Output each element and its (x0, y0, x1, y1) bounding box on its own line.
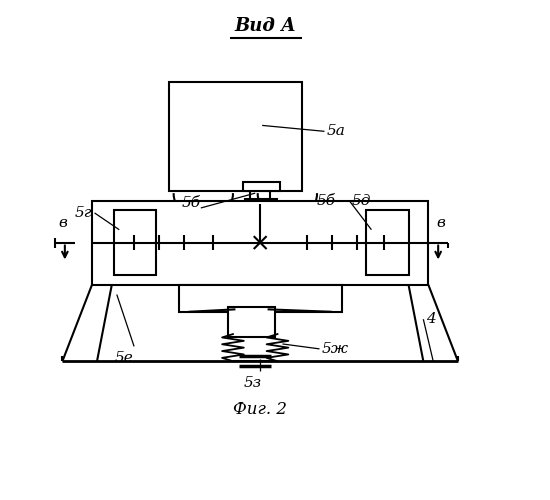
Bar (228, 307, 275, 336)
Bar (169, 82, 302, 190)
Bar (245, 199, 277, 204)
Text: 5з: 5з (244, 376, 262, 390)
Text: 5е: 5е (115, 352, 134, 366)
Bar (179, 284, 342, 312)
Text: 5д: 5д (351, 194, 371, 207)
Text: в: в (58, 216, 67, 230)
Text: 5б: 5б (317, 194, 336, 207)
Text: 5б: 5б (182, 196, 200, 210)
Bar (92, 200, 428, 284)
Bar (114, 210, 156, 274)
Bar (243, 182, 280, 190)
Bar (230, 310, 273, 334)
Text: Вид А: Вид А (234, 17, 296, 35)
Text: 5ж: 5ж (322, 342, 349, 356)
Text: Фиг. 2: Фиг. 2 (233, 401, 287, 418)
Text: 5г: 5г (75, 206, 92, 220)
Text: 4: 4 (426, 312, 436, 326)
Bar (118, 216, 152, 270)
Bar (371, 216, 405, 270)
Text: 5а: 5а (327, 124, 346, 138)
Bar (366, 210, 409, 274)
Text: в: в (436, 216, 445, 230)
